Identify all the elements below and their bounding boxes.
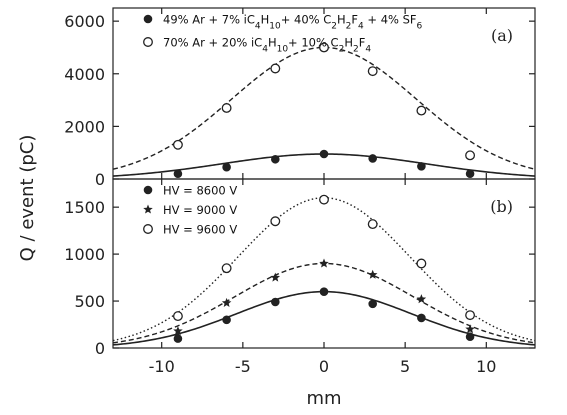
- data-point-b-0-6: [465, 332, 475, 342]
- data-point-a-1-2: [270, 63, 281, 74]
- y-tick-label-b-0: 0: [95, 339, 105, 358]
- data-point-a-0-2: [271, 154, 280, 164]
- y-tick-label-b-2: 1000: [64, 245, 105, 264]
- y-tick-label-a-2: 4000: [64, 65, 105, 84]
- data-point-a-1-3: [319, 42, 329, 53]
- data-point-a-0-4: [368, 154, 377, 163]
- data-point-b-2-3: [319, 194, 329, 205]
- data-point-a-0-3: [319, 149, 329, 159]
- data-point-b-1-6: [465, 324, 475, 334]
- data-point-b-0-1: [222, 315, 231, 325]
- fit-curve-a-1: [112, 46, 536, 170]
- data-point-b-2-0: [172, 311, 183, 322]
- data-point-a-1-0: [172, 139, 183, 150]
- data-point-b-2-4: [367, 219, 378, 230]
- data-point-b-0-0: [173, 334, 183, 343]
- data-point-b-2-1: [221, 263, 232, 274]
- data-point-a-1-1: [221, 103, 232, 113]
- x-tick-label-2: 0: [319, 357, 329, 376]
- legend-marker-a-0: [143, 14, 153, 24]
- data-point-a-1-6: [465, 150, 476, 161]
- data-point-b-1-2: [270, 272, 281, 282]
- data-point-a-0-0: [173, 169, 183, 179]
- data-point-a-1-4: [367, 66, 378, 77]
- data-point-a-0-1: [222, 162, 231, 172]
- legend-label-b-2: HV = 9600 V: [163, 223, 237, 237]
- data-point-a-0-5: [417, 162, 426, 171]
- x-tick-label-1: -5: [235, 357, 251, 376]
- x-tick-label-3: 5: [400, 357, 410, 376]
- x-tick-label-4: 10: [476, 357, 496, 376]
- data-point-b-1-4: [367, 269, 378, 279]
- data-point-b-0-5: [417, 313, 426, 323]
- y-tick-label-a-0: 0: [95, 170, 105, 189]
- y-tick-label-b-3: 1500: [64, 198, 105, 217]
- data-point-b-0-2: [271, 297, 280, 307]
- x-tick-label-0: -10: [149, 357, 175, 376]
- data-point-b-0-4: [368, 299, 377, 309]
- legend-label-a-1: 70% Ar + 20% iC4H10+ 10% C2H2F4: [163, 36, 371, 55]
- data-point-b-2-5: [416, 258, 427, 269]
- panel-label-a: (a): [491, 26, 513, 45]
- data-point-a-1-5: [416, 105, 427, 116]
- legend-label-a-0: 49% Ar + 7% iC4H10+ 40% C2H2F4 + 4% SF6: [163, 13, 423, 32]
- data-point-b-1-5: [416, 294, 427, 304]
- y-tick-label-a-3: 6000: [64, 12, 105, 31]
- data-point-b-1-1: [221, 297, 232, 307]
- panel-label-b: (b): [490, 197, 513, 216]
- legend-marker-b-2: [143, 224, 153, 234]
- data-point-b-0-3: [319, 287, 329, 296]
- y-tick-label-a-1: 2000: [64, 117, 105, 136]
- legend-marker-b-0: [143, 185, 153, 195]
- data-point-b-2-2: [270, 216, 281, 227]
- y-tick-label-b-1: 500: [74, 292, 105, 311]
- y-axis-label: Q / event (pC): [17, 135, 38, 262]
- x-axis-label: mm: [306, 388, 341, 409]
- legend-label-b-1: HV = 9000 V: [163, 203, 237, 217]
- data-point-b-1-0: [173, 326, 183, 336]
- data-point-b-1-3: [319, 258, 329, 268]
- data-point-a-0-6: [465, 169, 475, 179]
- legend-marker-a-1: [143, 37, 153, 47]
- data-point-b-2-6: [465, 310, 476, 321]
- legend-marker-b-1: [143, 204, 153, 214]
- legend-label-b-0: HV = 8600 V: [163, 184, 237, 198]
